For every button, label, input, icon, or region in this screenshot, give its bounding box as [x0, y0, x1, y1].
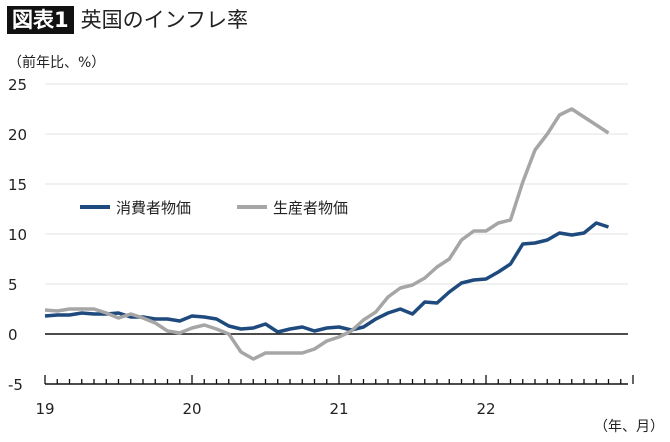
x-tick-label: 19 — [35, 400, 54, 418]
x-tick-label: 20 — [182, 400, 201, 418]
y-tick-label: -5 — [8, 376, 23, 394]
y-tick-label: 0 — [8, 326, 18, 344]
title-text: 英国のインフレ率 — [80, 8, 248, 32]
x-tick-label: 22 — [476, 400, 495, 418]
x-axis-label: （年、月） — [594, 419, 664, 435]
figure-badge: 図表1 — [7, 6, 74, 34]
y-axis-label: （前年比、%） — [8, 55, 106, 71]
y-tick-label: 25 — [8, 76, 27, 94]
legend-label: 消費者物価 — [116, 199, 191, 217]
y-tick-label: 15 — [8, 176, 27, 194]
legend-label: 生産者物価 — [273, 199, 348, 217]
chart-title: 図表1 英国のインフレ率 — [7, 6, 248, 34]
x-tick-label: 21 — [329, 400, 348, 418]
y-tick-label: 10 — [8, 226, 27, 244]
y-tick-label: 20 — [8, 126, 27, 144]
y-tick-label: 5 — [8, 276, 18, 294]
